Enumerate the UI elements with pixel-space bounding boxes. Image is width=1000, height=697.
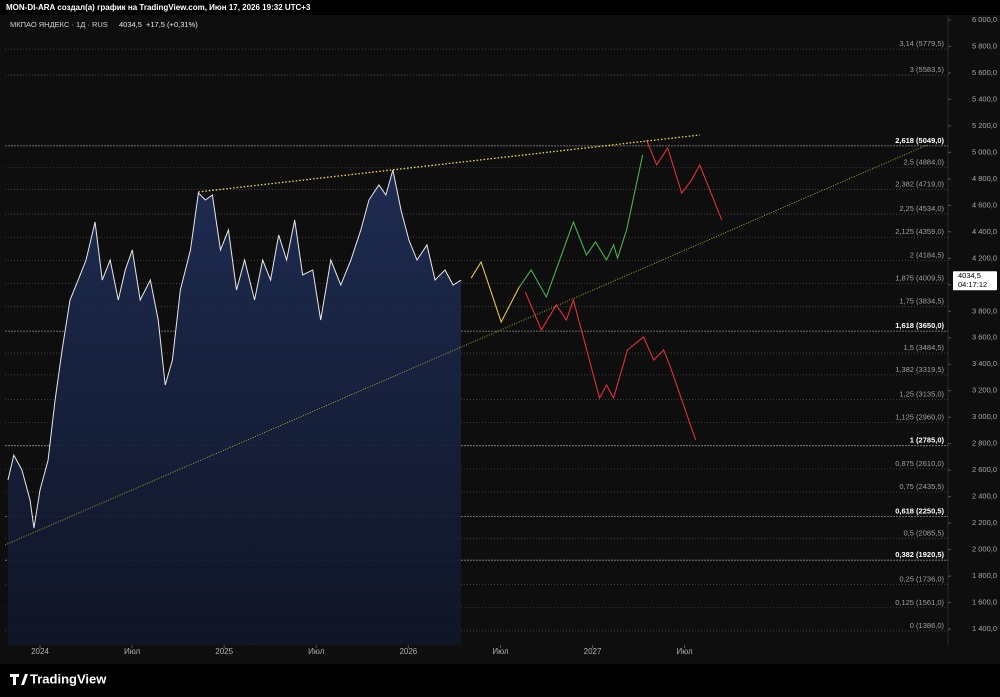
y-tick-label: 5 200,0 xyxy=(972,121,997,130)
price-line xyxy=(7,169,462,529)
y-tick-label: 4 600,0 xyxy=(972,200,997,209)
change: +17,5 (+0,31%) xyxy=(146,20,198,29)
projection-line xyxy=(518,154,644,299)
fib-label: 2,618 (5049,0) xyxy=(895,136,944,145)
y-tick-label: 4 800,0 xyxy=(972,174,997,183)
logo-icon xyxy=(10,674,28,685)
fib-label: 0,25 (1736,0) xyxy=(899,575,944,584)
y-tick-label: 2 600,0 xyxy=(972,465,997,474)
y-tick-label: 1 800,0 xyxy=(972,571,997,580)
x-tick-label: 2025 xyxy=(215,647,233,656)
fib-label: 0,875 (2610,0) xyxy=(895,459,944,468)
y-tick-label: 3 400,0 xyxy=(972,359,997,368)
y-tick-label: 2 800,0 xyxy=(972,439,997,448)
fib-label: 0 (1386,0) xyxy=(910,621,945,630)
x-tick-label: 2027 xyxy=(584,647,602,656)
fib-label: 0,75 (2435,5) xyxy=(899,482,944,491)
fib-label: 1,25 (3135,0) xyxy=(899,389,944,398)
fib-label: 2 (4184,5) xyxy=(910,250,945,259)
fib-label: 2,5 (4884,0) xyxy=(904,158,945,167)
chart-title: МКПАО ЯНДЕКС · 1Д · RUS xyxy=(10,20,108,29)
plot xyxy=(5,48,948,645)
y-tick-label: 4 200,0 xyxy=(972,253,997,262)
x-tick-label: Июл xyxy=(492,647,509,656)
x-tick-label: Июл xyxy=(124,647,141,656)
fib-label: 0,5 (2085,5) xyxy=(904,528,945,537)
fib-label: 3 (5583,5) xyxy=(910,65,945,74)
price-box xyxy=(953,271,997,291)
fib-label: 1,618 (3650,0) xyxy=(895,321,944,330)
y-tick-label: 1 600,0 xyxy=(972,598,997,607)
y-tick-label: 5 400,0 xyxy=(972,94,997,103)
projection-line xyxy=(645,139,723,221)
fib-label: 1,75 (3834,5) xyxy=(899,297,944,306)
logo-text: TradingView xyxy=(30,671,107,686)
fib-label: 0,618 (2250,5) xyxy=(895,506,944,515)
y-tick-label: 3 800,0 xyxy=(972,306,997,315)
y-tick-label: 3 000,0 xyxy=(972,412,997,421)
y-tick-label: 4 400,0 xyxy=(972,227,997,236)
fib-label: 0,125 (1561,0) xyxy=(895,598,944,607)
fib-label: 2,125 (4359,0) xyxy=(895,227,944,236)
y-tick-label: 3 600,0 xyxy=(972,333,997,342)
x-tick-label: Июл xyxy=(308,647,325,656)
y-tick-label: 2 000,0 xyxy=(972,545,997,554)
fib-label: 0,382 (1920,5) xyxy=(895,550,944,559)
fib-label: 3,14 (5779,5) xyxy=(899,39,944,48)
projection-line xyxy=(524,291,697,441)
top-bar xyxy=(0,0,1000,15)
fib-label: 1,5 (3484,5) xyxy=(904,343,945,352)
fib-label: 2,25 (4534,0) xyxy=(899,204,944,213)
last-price: 4034,5 xyxy=(119,20,142,29)
fib-label: 1,382 (3319,5) xyxy=(895,365,944,374)
y-tick-label: 3 200,0 xyxy=(972,386,997,395)
countdown: 04:17:12 xyxy=(958,280,987,289)
y-tick-label: 5 800,0 xyxy=(972,41,997,50)
projection-line xyxy=(470,260,520,324)
y-tick-label: 2 400,0 xyxy=(972,492,997,501)
y-tick-label: 2 200,0 xyxy=(972,518,997,527)
fib-label: 1,875 (4009,5) xyxy=(895,274,944,283)
fib-label: 2,382 (4719,0) xyxy=(895,180,944,189)
fib-label: 1 (2785,0) xyxy=(910,436,945,445)
price-box-label: 4034,5 xyxy=(958,271,981,280)
x-tick-label: 2026 xyxy=(399,647,417,656)
y-tick-label: 5 600,0 xyxy=(972,68,997,77)
y-tick-label: 1 400,0 xyxy=(972,624,997,633)
fib-label: 1,125 (2960,0) xyxy=(895,412,944,421)
footer-bar xyxy=(0,664,1000,697)
logo: TradingView xyxy=(10,671,107,686)
y-tick-label: 5 000,0 xyxy=(972,147,997,156)
trendline xyxy=(5,144,928,546)
credit: MON-DI-ARA создал(а) график на TradingVi… xyxy=(6,3,311,12)
y-tick-label: 6 000,0 xyxy=(972,15,997,24)
x-tick-label: Июл xyxy=(676,647,693,656)
x-tick-label: 2024 xyxy=(31,647,49,656)
trendline xyxy=(198,134,700,193)
